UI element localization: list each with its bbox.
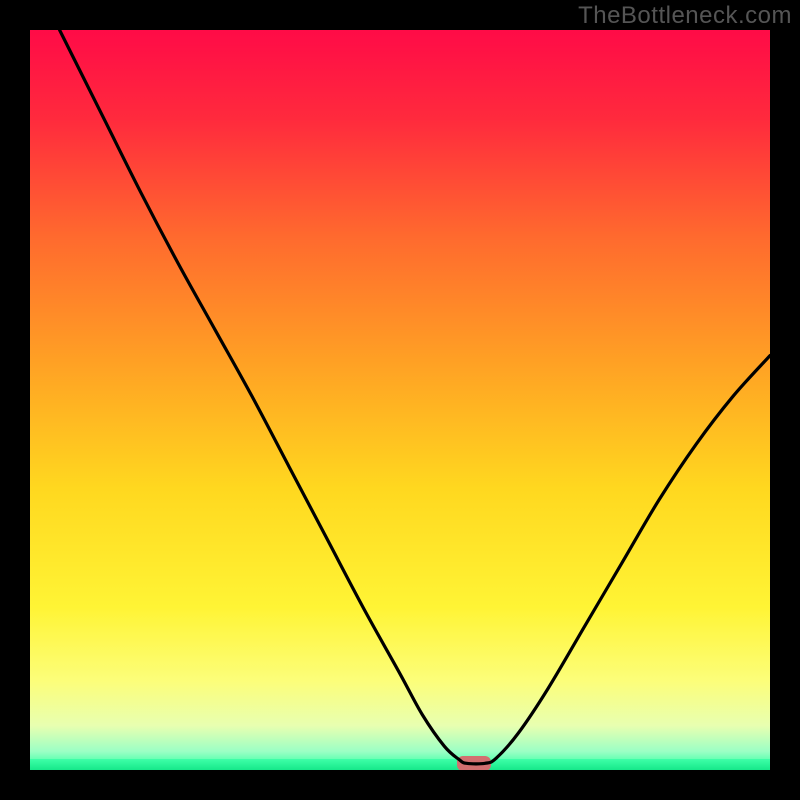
plot-area	[30, 30, 770, 770]
chart-frame: TheBottleneck.com	[0, 0, 800, 800]
plot-inner	[30, 30, 770, 770]
bottleneck-curve	[30, 30, 770, 770]
attribution-text: TheBottleneck.com	[578, 2, 792, 30]
